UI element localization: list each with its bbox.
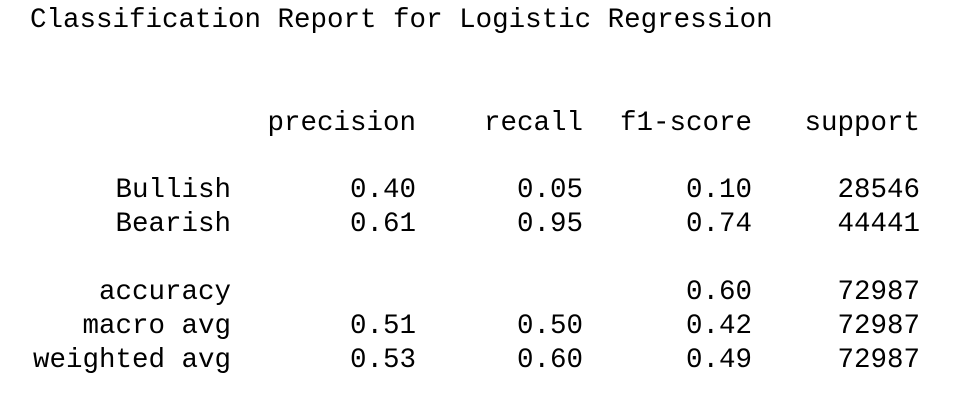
column-header: precision xyxy=(267,108,416,139)
cell: 0.05 xyxy=(516,175,583,206)
cell: 44441 xyxy=(837,209,920,240)
cell: 72987 xyxy=(837,277,920,308)
cell: 0.49 xyxy=(685,345,752,376)
row-label: Bullish xyxy=(115,175,231,206)
row-label: weighted avg xyxy=(32,345,231,376)
cell: 0.10 xyxy=(685,175,752,206)
row-label: accuracy xyxy=(98,277,231,308)
row-label: macro avg xyxy=(82,311,231,342)
cell: 0.51 xyxy=(349,311,416,342)
cell: 0.61 xyxy=(349,209,416,240)
row-label: Bearish xyxy=(115,209,231,240)
cell: 72987 xyxy=(837,311,920,342)
cell: 0.95 xyxy=(516,209,583,240)
cell: 0.50 xyxy=(516,311,583,342)
cell: 0.60 xyxy=(516,345,583,376)
cell: 0.40 xyxy=(349,175,416,206)
cell: 28546 xyxy=(837,175,920,206)
column-header: recall xyxy=(483,108,583,139)
column-header: f1-score xyxy=(619,108,752,139)
cell: 72987 xyxy=(837,345,920,376)
report-title: Classification Report for Logistic Regre… xyxy=(30,5,773,36)
cell: 0.60 xyxy=(685,277,752,308)
cell: 0.53 xyxy=(349,345,416,376)
column-header: support xyxy=(804,108,920,139)
cell: 0.74 xyxy=(685,209,752,240)
cell: 0.42 xyxy=(685,311,752,342)
